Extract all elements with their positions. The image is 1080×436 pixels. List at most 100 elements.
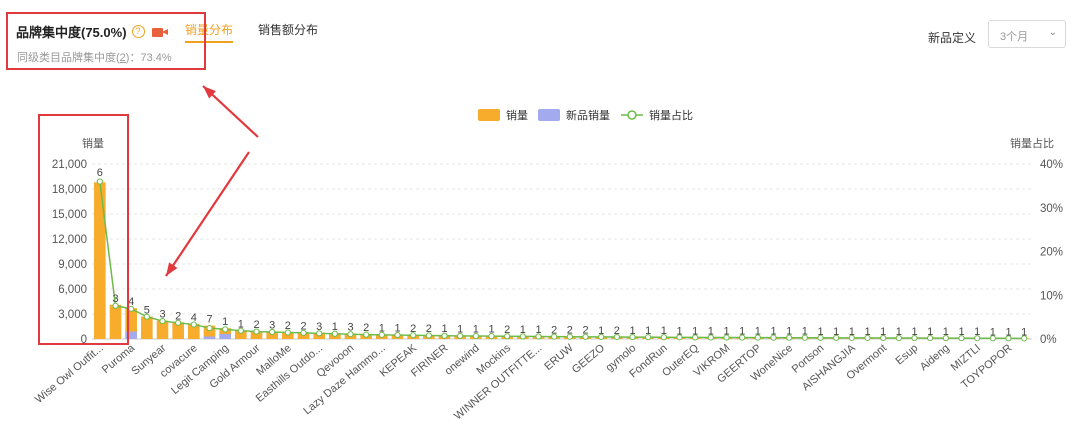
share-point[interactable]	[942, 335, 949, 342]
share-point[interactable]	[817, 334, 824, 341]
share-point[interactable]	[206, 324, 213, 332]
bar-sales[interactable]	[235, 330, 247, 339]
share-point[interactable]	[958, 335, 965, 342]
share-point[interactable]	[253, 328, 260, 335]
share-point[interactable]	[880, 334, 887, 342]
share-point[interactable]	[927, 334, 934, 342]
bar-sales[interactable]	[156, 320, 169, 339]
share-point[interactable]	[175, 319, 182, 326]
share-point[interactable]	[159, 317, 166, 325]
share-point[interactable]	[974, 335, 981, 342]
share-point[interactable]	[629, 333, 636, 341]
legend-swatch-sales[interactable]	[478, 109, 500, 121]
share-point[interactable]	[692, 334, 699, 341]
share-point[interactable]	[284, 329, 291, 336]
bar-sales[interactable]	[203, 325, 216, 339]
share-point[interactable]	[363, 331, 370, 338]
share-point[interactable]	[316, 330, 323, 337]
share-point[interactable]	[566, 333, 573, 340]
share-point[interactable]	[833, 334, 840, 341]
y-tick-right: 0%	[1040, 334, 1057, 346]
brand-concentration-title: 品牌集中度(75.0%)	[16, 25, 127, 40]
peer-category-link[interactable]: 2	[119, 52, 126, 64]
share-point[interactable]	[551, 333, 558, 340]
data-label: 3	[347, 322, 353, 334]
share-point[interactable]	[1021, 335, 1028, 342]
share-point[interactable]	[645, 334, 652, 341]
share-point[interactable]	[613, 333, 620, 341]
share-point[interactable]	[269, 328, 276, 336]
share-point[interactable]	[331, 330, 338, 337]
share-point[interactable]	[739, 334, 746, 341]
share-point[interactable]	[895, 334, 902, 342]
share-point[interactable]	[598, 333, 605, 340]
share-point[interactable]	[707, 334, 714, 341]
share-point[interactable]	[347, 331, 354, 338]
share-point[interactable]	[582, 333, 589, 340]
share-point[interactable]	[519, 333, 526, 340]
share-point[interactable]	[1005, 335, 1012, 342]
share-point[interactable]	[911, 334, 918, 342]
bar-sales[interactable]	[172, 322, 184, 339]
data-label: 4	[128, 296, 134, 308]
data-label: 1	[927, 326, 933, 338]
x-tick-label: Aideng	[918, 342, 952, 373]
data-label: 2	[614, 325, 620, 337]
share-point[interactable]	[504, 333, 511, 340]
legend-label-share: 销量占比	[649, 108, 693, 122]
bar-sales[interactable]	[266, 331, 278, 340]
share-point[interactable]	[96, 178, 103, 185]
share-point[interactable]	[786, 334, 793, 341]
bar-sales[interactable]	[141, 316, 153, 340]
share-point[interactable]	[535, 333, 542, 340]
tab-sales-distribution[interactable]: 销量分布	[185, 21, 234, 43]
share-point[interactable]	[472, 332, 479, 340]
share-point[interactable]	[989, 335, 996, 342]
data-label: 2	[504, 324, 510, 336]
new-product-period-select[interactable]: 3个月 ⌄	[988, 20, 1066, 48]
y-tick-left: 18,000	[52, 184, 87, 196]
video-icon[interactable]	[151, 27, 168, 37]
bar-new-sales[interactable]	[203, 336, 216, 340]
share-point[interactable]	[754, 334, 761, 341]
bar-new-sales[interactable]	[219, 334, 231, 339]
share-point[interactable]	[441, 332, 448, 339]
share-point[interactable]	[190, 321, 197, 328]
share-point[interactable]	[237, 327, 244, 334]
data-label: 1	[379, 322, 385, 334]
x-tick-label: Wise Owl Outfit...	[33, 342, 106, 406]
share-point[interactable]	[660, 334, 667, 341]
share-point[interactable]	[801, 334, 808, 341]
share-point[interactable]	[457, 332, 464, 340]
data-label: 1	[958, 326, 964, 338]
share-point[interactable]	[378, 331, 385, 338]
data-label: 1	[849, 326, 855, 338]
data-label: 3	[316, 321, 322, 333]
share-point[interactable]	[848, 334, 855, 341]
share-point[interactable]	[723, 334, 730, 341]
share-point[interactable]	[488, 333, 495, 340]
bar-sales[interactable]	[125, 308, 137, 339]
bar-new-sales[interactable]	[125, 331, 137, 340]
share-point[interactable]	[410, 332, 417, 339]
data-label: 1	[833, 326, 839, 338]
share-point[interactable]	[770, 334, 777, 341]
help-icon[interactable]: ?	[131, 25, 145, 38]
data-label: 1	[473, 324, 479, 336]
bar-sales[interactable]	[219, 328, 231, 339]
share-point[interactable]	[394, 331, 401, 339]
share-point[interactable]	[112, 302, 119, 309]
bar-sales[interactable]	[109, 304, 122, 339]
share-point[interactable]	[425, 332, 432, 339]
share-point[interactable]	[143, 313, 150, 320]
share-point[interactable]	[222, 326, 229, 333]
share-point[interactable]	[676, 334, 683, 341]
tab-sales-amount-distribution[interactable]: 销售额分布	[258, 23, 319, 37]
bar-sales[interactable]	[94, 182, 106, 339]
data-label: 7	[206, 314, 212, 326]
share-point[interactable]	[300, 329, 307, 336]
bar-sales[interactable]	[250, 331, 263, 339]
legend-swatch-new-sales[interactable]	[538, 109, 560, 121]
share-point[interactable]	[864, 334, 871, 342]
bar-sales[interactable]	[188, 324, 200, 339]
